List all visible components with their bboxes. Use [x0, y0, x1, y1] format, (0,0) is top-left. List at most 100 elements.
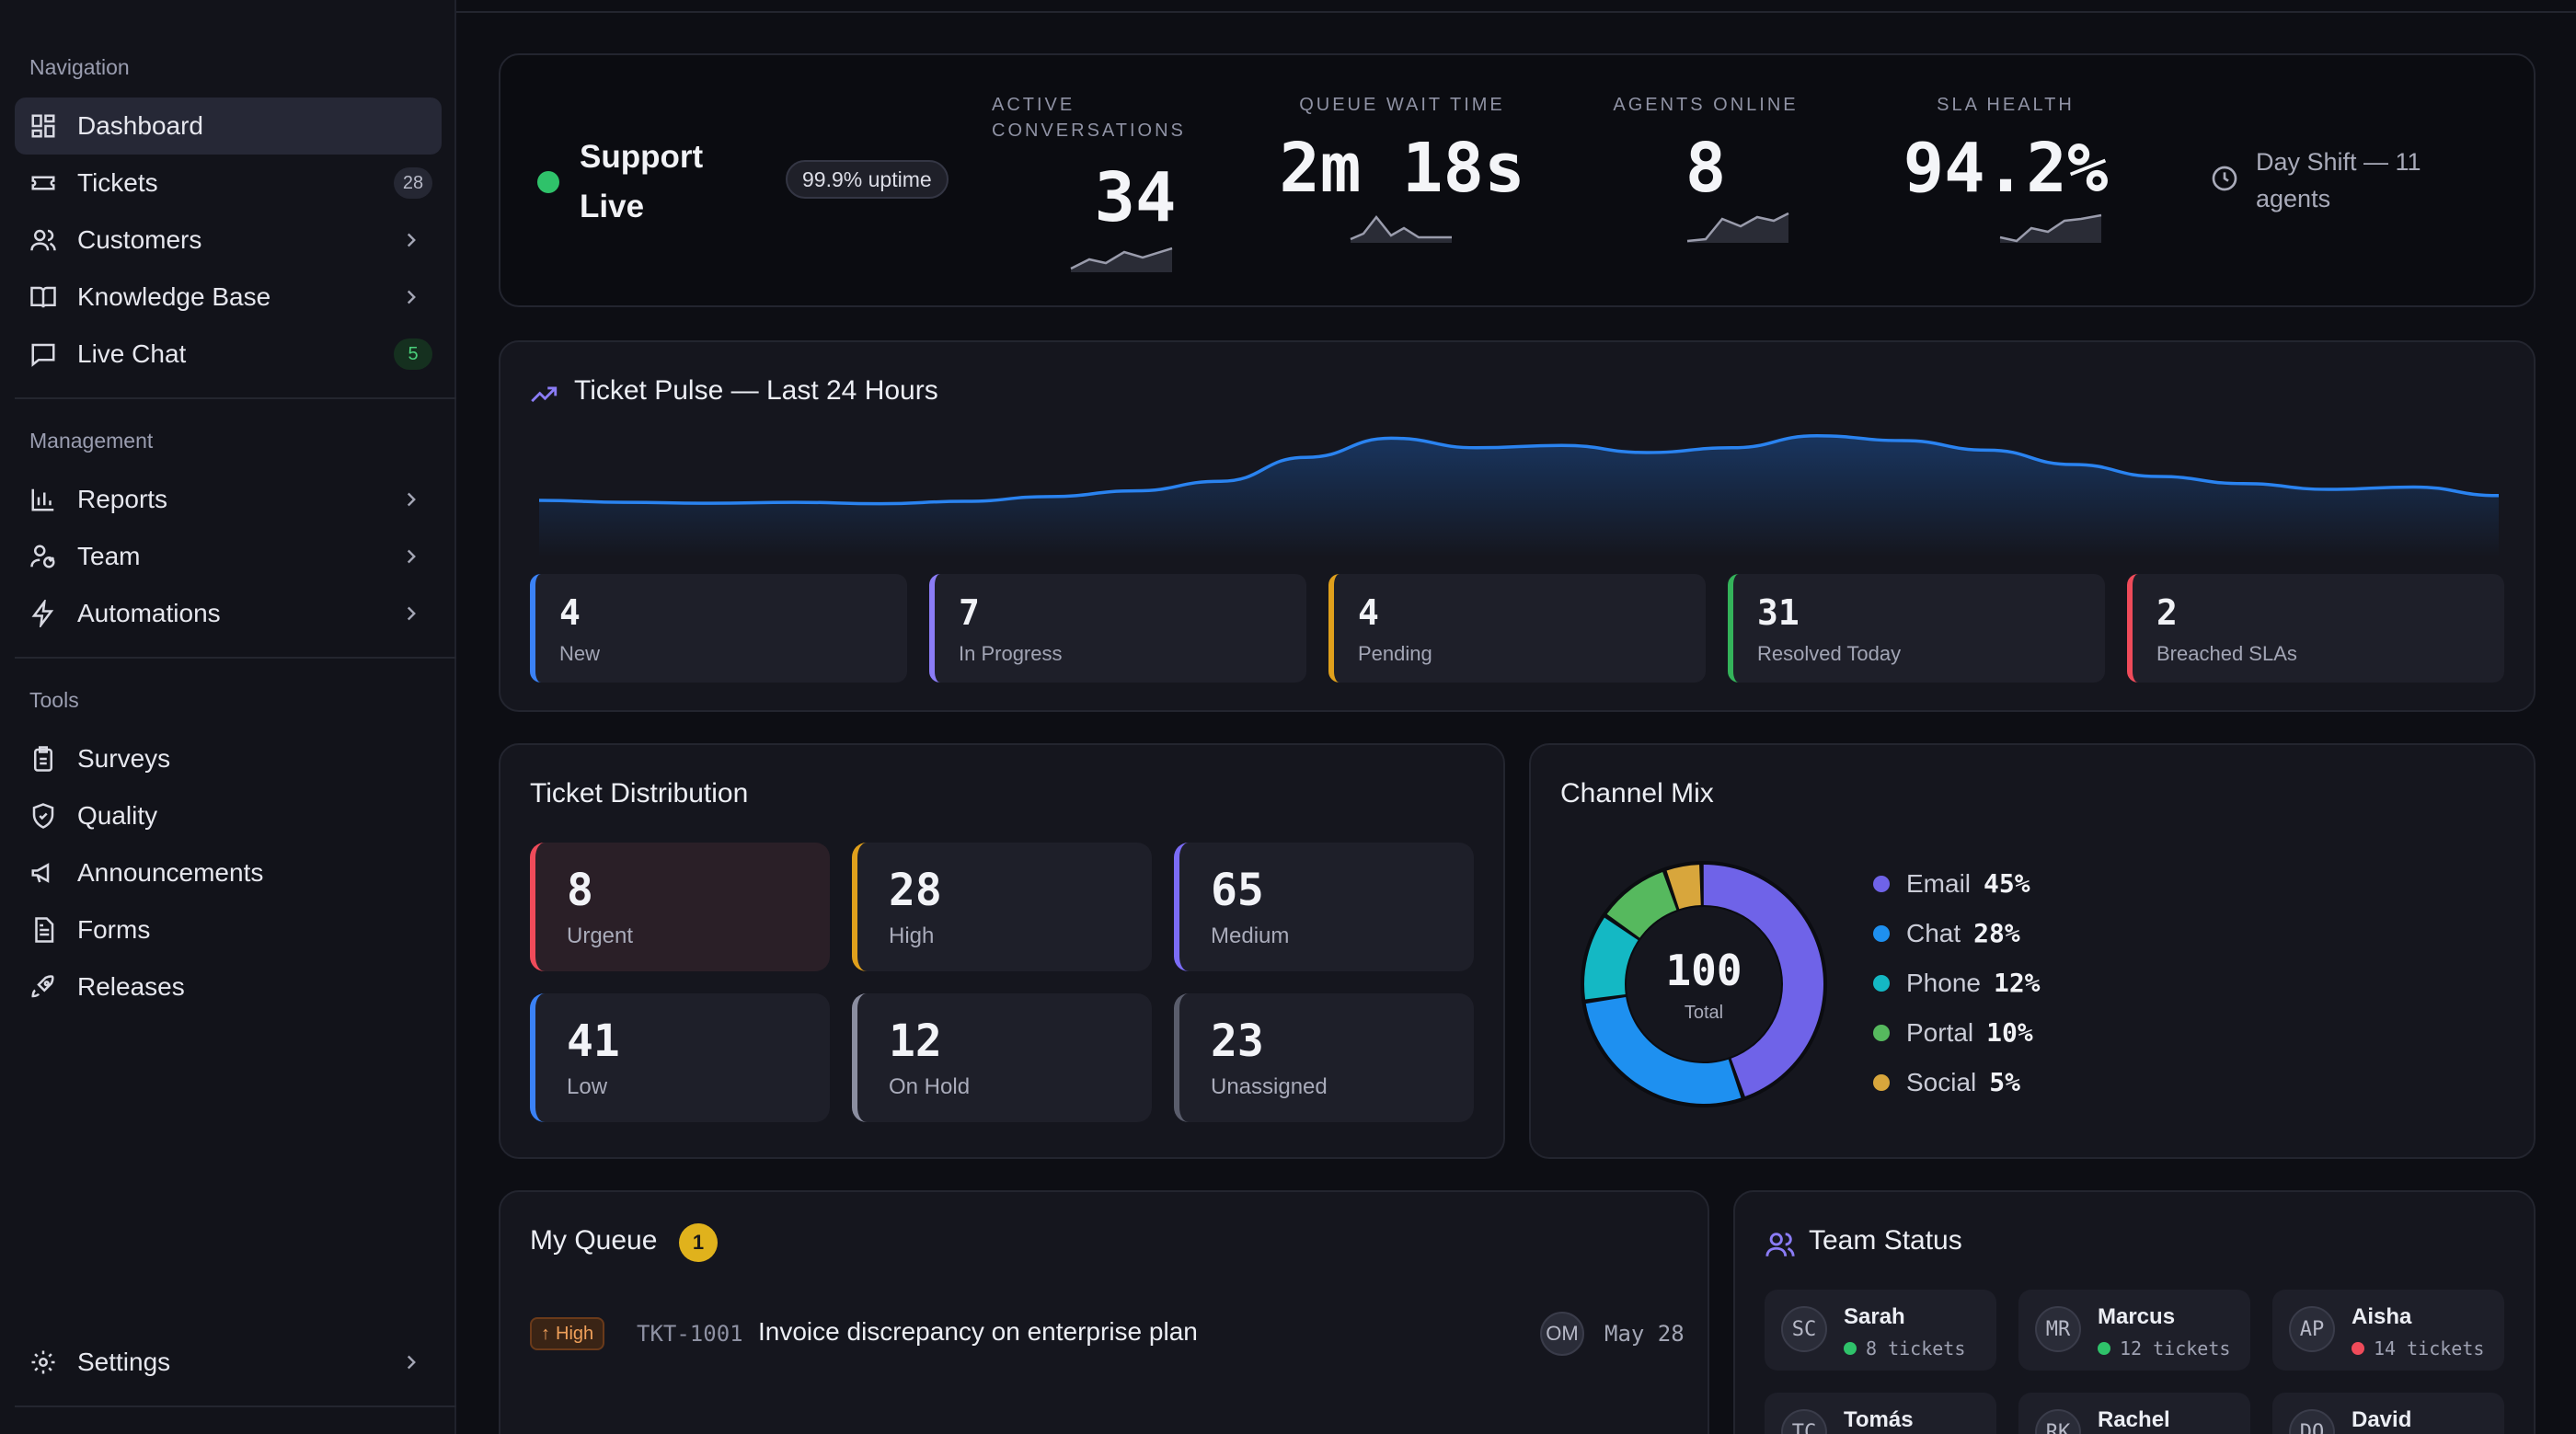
chat-icon [28, 338, 59, 370]
sidebar-item-label: Tickets [77, 168, 158, 197]
donut-slice-portal [1606, 871, 1677, 938]
pulse-stat-breached-slas[interactable]: 2 Breached SLAs [2127, 574, 2504, 683]
pulse-stat-in-progress[interactable]: 7 In Progress [929, 574, 1306, 683]
sidebar-item-label: Settings [77, 1348, 171, 1376]
sidebar-item-reports[interactable]: Reports [15, 471, 442, 528]
pulse-stat-value: 4 [1358, 592, 1379, 633]
pulse-stat-value: 7 [959, 592, 980, 633]
sidebar-item-knowledge-base[interactable]: Knowledge Base [15, 269, 442, 326]
top-divider [456, 11, 2576, 13]
team-member-card[interactable]: DO David [2272, 1393, 2504, 1434]
legend-pct: 10% [1986, 1017, 2033, 1048]
distribution-medium[interactable]: 65 Medium [1174, 843, 1474, 971]
megaphone-icon [28, 857, 59, 889]
avatar: AP [2289, 1306, 2335, 1352]
my-queue-card: My Queue 1 ↑ High TKT-1001 Invoice discr… [499, 1190, 1709, 1434]
ticket-title[interactable]: Invoice discrepancy on enterprise plan [758, 1317, 1198, 1346]
chevron-right-icon [399, 545, 423, 568]
gear-icon [28, 1347, 59, 1378]
donut-slice-email [1703, 865, 1823, 1097]
distribution-on-hold[interactable]: 12 On Hold [852, 993, 1152, 1122]
stat-label-agents-online: AGENTS ONLINE [1613, 95, 1799, 115]
team-member-card[interactable]: MR Marcus 12 tickets [2018, 1290, 2250, 1371]
ticket-date: May 28 [1604, 1321, 1685, 1347]
pulse-stat-label: Resolved Today [1757, 642, 1902, 665]
distribution-label: On Hold [889, 1074, 971, 1099]
sidebar-item-releases[interactable]: Releases [15, 958, 442, 1015]
distribution-low[interactable]: 41 Low [530, 993, 830, 1122]
sidebar-item-tickets[interactable]: Tickets 28 [15, 155, 442, 212]
chevron-right-icon [399, 228, 423, 252]
donut-total: 100 [1665, 946, 1742, 995]
member-status: 14 tickets [2352, 1337, 2484, 1359]
stat-value-sla-health: 94.2% [1903, 129, 2109, 208]
sidebar-item-automations[interactable]: Automations [15, 585, 442, 642]
sidebar-divider [15, 657, 456, 659]
count-badge: 28 [394, 167, 432, 199]
status-dot [2352, 1342, 2364, 1355]
legend-dot [1873, 974, 1890, 992]
sparkline-sla-health [1999, 213, 2102, 243]
distribution-value: 12 [889, 1015, 942, 1067]
sidebar-item-forms[interactable]: Forms [15, 901, 442, 958]
pulse-stat-value: 2 [2156, 592, 2178, 633]
book-icon [28, 281, 59, 313]
distribution-value: 41 [567, 1015, 620, 1067]
donut-slice-phone [1584, 917, 1639, 1000]
channel-mix-title: Channel Mix [1560, 778, 1714, 809]
legend-dot [1873, 1024, 1890, 1041]
stat-label-queue-wait: QUEUE WAIT TIME [1299, 95, 1505, 115]
sidebar-item-label: Announcements [77, 858, 264, 887]
priority-badge: ↑ High [530, 1317, 605, 1350]
legend-pct: 5% [1989, 1067, 2020, 1097]
team-member-card[interactable]: RK Rachel [2018, 1393, 2250, 1434]
legend-portal: Portal 10% [1873, 1017, 2033, 1048]
pulse-stat-new[interactable]: 4 New [530, 574, 907, 683]
pulse-stat-label: In Progress [959, 642, 1063, 665]
sidebar-item-announcements[interactable]: Announcements [15, 844, 442, 901]
sidebar-item-label: Live Chat [77, 339, 187, 368]
legend-dot [1873, 1073, 1890, 1091]
sidebar-item-label: Customers [77, 225, 202, 254]
pulse-stat-value: 31 [1757, 592, 1800, 633]
sidebar-item-live-chat[interactable]: Live Chat 5 [15, 326, 442, 383]
member-name: Marcus [2098, 1304, 2176, 1329]
distribution-unassigned[interactable]: 23 Unassigned [1174, 993, 1474, 1122]
legend-name: Phone [1906, 968, 1981, 997]
pulse-stat-label: Pending [1358, 642, 1432, 665]
pulse-stat-pending[interactable]: 4 Pending [1328, 574, 1706, 683]
shift-info: Day Shift — 11 agents [2256, 148, 2421, 212]
distribution-high[interactable]: 28 High [852, 843, 1152, 971]
users-icon [28, 224, 59, 256]
distribution-value: 28 [889, 865, 942, 916]
distribution-value: 65 [1211, 865, 1264, 916]
section-title-tools: Tools [29, 688, 79, 712]
distribution-value: 23 [1211, 1015, 1264, 1067]
sidebar-item-label: Automations [77, 599, 221, 627]
sidebar-item-surveys[interactable]: Surveys [15, 730, 442, 787]
sidebar-item-team[interactable]: Team [15, 528, 442, 585]
team-member-card[interactable]: AP Aisha 14 tickets [2272, 1290, 2504, 1371]
priority-label: High [556, 1323, 594, 1344]
section-title-management: Management [29, 429, 154, 453]
avatar: SC [1781, 1306, 1827, 1352]
distribution-label: Medium [1211, 923, 1290, 948]
sidebar-item-label: Reports [77, 485, 168, 513]
team-icon [28, 541, 59, 572]
legend-name: Email [1906, 868, 1972, 898]
distribution-label: Low [567, 1074, 608, 1099]
stat-value-active-conversations: 34 [1094, 158, 1177, 237]
sidebar-item-quality[interactable]: Quality [15, 787, 442, 844]
team-member-card[interactable]: SC Sarah 8 tickets [1765, 1290, 1996, 1371]
ticket-icon [28, 167, 59, 199]
pulse-stat-resolved-today[interactable]: 31 Resolved Today [1728, 574, 2105, 683]
dashboard-icon [28, 110, 59, 142]
team-member-card[interactable]: TC Tomás [1765, 1393, 1996, 1434]
legend-social: Social 5% [1873, 1067, 2020, 1097]
sidebar-item-dashboard[interactable]: Dashboard [15, 98, 442, 155]
sidebar-item-settings[interactable]: Settings [15, 1334, 442, 1391]
sidebar-item-label: Surveys [77, 744, 171, 773]
distribution-urgent[interactable]: 8 Urgent [530, 843, 830, 971]
distribution-value: 8 [567, 865, 593, 916]
sidebar-item-customers[interactable]: Customers [15, 212, 442, 269]
